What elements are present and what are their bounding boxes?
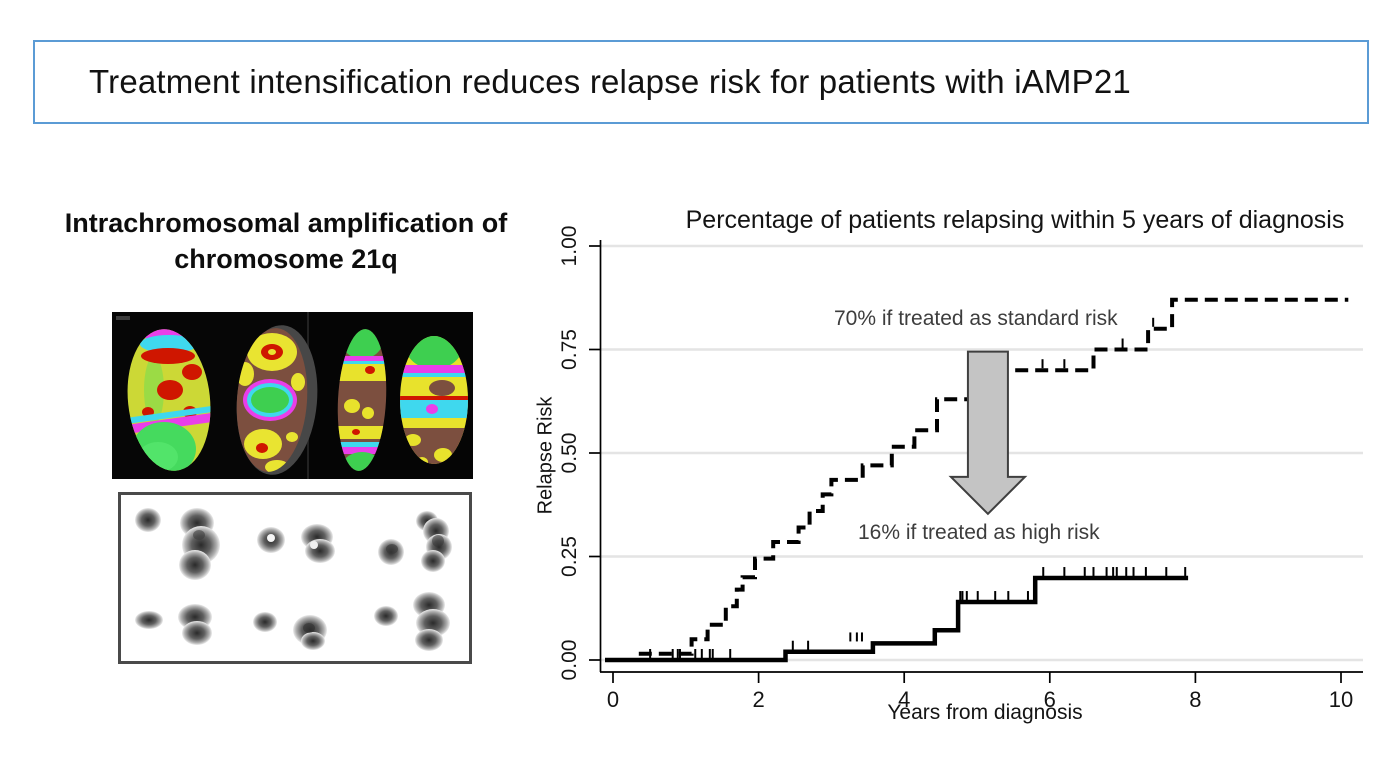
x-tick-label: 10 xyxy=(1329,687,1353,712)
gray-blob-pair-3 xyxy=(378,511,452,572)
fish-grayscale-image xyxy=(118,492,472,664)
gray-blob-pair-5 xyxy=(253,612,327,650)
x-tick-label: 0 xyxy=(607,687,619,712)
y-tick-label: 0.50 xyxy=(558,433,581,474)
figure-heading-line1: Intrachromosomal amplification of xyxy=(64,208,508,238)
annotation-high-risk: 16% if treated as high risk xyxy=(858,521,1100,544)
down-arrow-icon xyxy=(948,350,1028,516)
x-tick-label: 8 xyxy=(1189,687,1201,712)
figure-heading-line2: chromosome 21q xyxy=(174,243,398,274)
gray-blob-pair-1 xyxy=(135,508,220,580)
chromosome-2 xyxy=(232,325,312,474)
y-tick-label: 0.25 xyxy=(558,536,581,577)
gray-blob-pair-4 xyxy=(135,604,212,645)
chromosome-4 xyxy=(400,336,468,464)
x-axis-label: Years from diagnosis xyxy=(887,701,1083,724)
x-tick-label: 2 xyxy=(752,687,764,712)
mfish-image xyxy=(112,312,473,479)
fish-grayscale-svg xyxy=(135,508,452,651)
gray-blob-pair-2 xyxy=(257,524,335,563)
y-tick-label: 0.00 xyxy=(558,640,581,681)
figure-heading: Intrachromosomal amplification of chromo… xyxy=(46,206,526,277)
title-banner: Treatment intensification reduces relaps… xyxy=(33,40,1369,124)
slide-title: Treatment intensification reduces relaps… xyxy=(89,63,1131,100)
x-tick-label: 6 xyxy=(1044,687,1056,712)
y-tick-label: 0.75 xyxy=(558,329,581,370)
x-tick-label: 4 xyxy=(898,687,910,712)
chart-title: Percentage of patients relapsing within … xyxy=(685,206,1345,234)
y-tick-label: 1.00 xyxy=(558,226,581,267)
gray-blob-pair-6 xyxy=(374,592,450,651)
km-chart-svg: 0.00 0.25 0.50 0.75 1.00 0 2 4 6 8 10 xyxy=(558,226,1363,712)
watermark-mark xyxy=(116,316,130,320)
km-curve-solid xyxy=(605,575,1189,663)
annotation-standard-risk: 70% if treated as standard risk xyxy=(834,307,1118,330)
y-axis-label: Relapse Risk xyxy=(534,396,557,515)
